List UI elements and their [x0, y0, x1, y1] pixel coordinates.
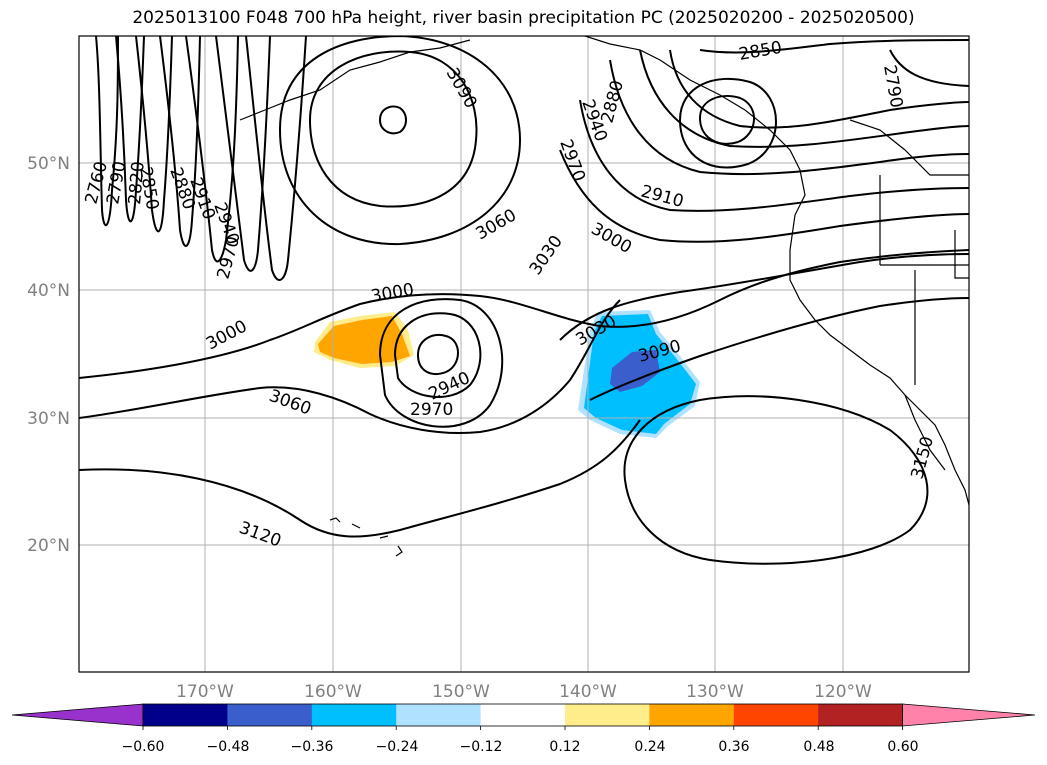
colorbar-tick-label: 0.24 [634, 739, 665, 755]
contour-2880 [185, 36, 239, 263]
baja-california [904, 394, 946, 471]
colorbar-tick-label: −0.24 [376, 739, 419, 755]
low-center-ring-2 [393, 312, 482, 398]
colorbar-segment [733, 704, 819, 726]
contour-3000-north [559, 149, 969, 243]
high-ring-3090 [308, 50, 478, 208]
plot-frame [78, 35, 970, 673]
precip-negative-dark [610, 350, 660, 392]
contour-2940 [245, 36, 307, 282]
contour-3090-east [589, 297, 969, 401]
contour-2790 [115, 36, 145, 223]
colorbar-extend-high [902, 703, 1036, 727]
contour-2910 [215, 36, 271, 272]
contour-2760 [95, 36, 119, 227]
colorbar-segment [565, 704, 650, 726]
colorbar-tick-label: −0.60 [122, 739, 165, 755]
colorbar-segment [143, 704, 228, 726]
map-title: 2025013100 F048 700 hPa height, river ba… [132, 8, 915, 28]
colorbar-tick-labels: −0.60 −0.48 −0.36 −0.24 −0.12 0.12 0.24 … [122, 739, 919, 755]
alaska-coast [239, 39, 471, 121]
colorbar-segment [649, 704, 735, 726]
colorbar-segment [480, 704, 566, 726]
contour-label: 2820 [125, 161, 149, 206]
longitude-labels: 170°W 160°W 150°W 140°W 130°W 120°W [176, 682, 872, 702]
height-contours [79, 36, 969, 565]
low-north-ring-2 [678, 77, 777, 169]
colorbar: −0.60 −0.48 −0.36 −0.24 −0.12 0.12 0.24 … [11, 703, 1036, 755]
us-canada-border [849, 119, 969, 176]
high-ring-3060 [278, 36, 522, 246]
colorbar-segment [396, 704, 482, 726]
high-center-ring [378, 105, 407, 135]
colorbar-tick-label: 0.60 [887, 739, 918, 755]
hawaii [329, 517, 403, 557]
contour-2970-north [579, 99, 969, 212]
colorbar-segments [11, 703, 1036, 730]
contour-2790-north [889, 49, 969, 87]
colorbar-tick-label: −0.48 [207, 739, 250, 755]
colorbar-tick-label: 0.36 [718, 739, 749, 755]
contour-2850-north [699, 39, 969, 54]
contour-label: 2970 [410, 400, 453, 420]
colorbar-tick-label: 0.48 [803, 739, 834, 755]
low-center-ring-1 [416, 334, 459, 375]
lon-label-150w: 150°W [432, 682, 490, 702]
east-pacific-high [623, 395, 929, 565]
colorbar-tick-label: −0.36 [291, 739, 334, 755]
contour-3120 [79, 419, 641, 538]
lat-label-50n: 50°N [27, 154, 70, 174]
lon-label-130w: 130°W [686, 682, 744, 702]
latitude-labels: 50°N 40°N 30°N 20°N [27, 154, 70, 556]
colorbar-extend-low [11, 703, 144, 727]
colorbar-tick-label: 0.12 [549, 739, 580, 755]
precipitation-shading [314, 310, 700, 438]
lon-label-120w: 120°W [814, 682, 872, 702]
lat-label-20n: 20°N [27, 536, 70, 556]
contour-3030-east [559, 253, 969, 341]
contour-2940-north [609, 59, 969, 176]
colorbar-segment [818, 704, 904, 726]
colorbar-tick-label: −0.12 [460, 739, 503, 755]
lon-label-140w: 140°W [559, 682, 617, 702]
low-center-ring-3 [378, 298, 504, 428]
contour-3060-west [79, 299, 621, 435]
low-north-ring-1 [698, 95, 755, 145]
contour-2910-north [639, 49, 969, 148]
lon-label-170w: 170°W [176, 682, 234, 702]
colorbar-segment [227, 704, 313, 726]
gridlines [79, 36, 969, 672]
lon-label-160w: 160°W [304, 682, 362, 702]
contour-3000-west [79, 249, 969, 379]
colorbar-outline [142, 703, 903, 727]
lat-label-30n: 30°N [27, 409, 70, 429]
colorbar-segment [311, 704, 397, 726]
contour-2880-north [669, 49, 969, 129]
lat-label-40n: 40°N [27, 281, 70, 301]
